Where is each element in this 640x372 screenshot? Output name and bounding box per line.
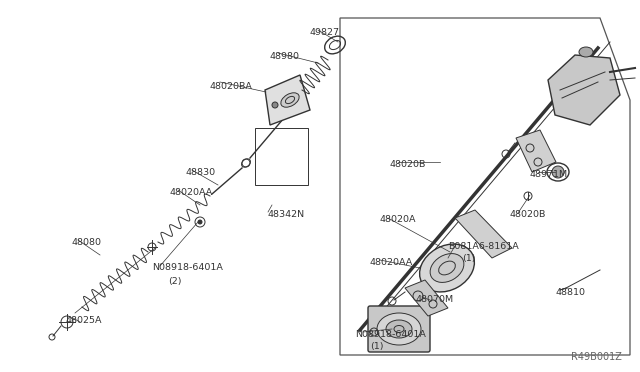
Text: N08918-6401A: N08918-6401A [152,263,223,272]
Ellipse shape [377,313,421,345]
Ellipse shape [281,93,299,107]
Text: R49B001Z: R49B001Z [571,352,622,362]
Text: 48810: 48810 [556,288,586,297]
Text: 49827: 49827 [310,28,340,37]
Text: (1): (1) [370,342,383,351]
Text: 48025A: 48025A [65,316,102,325]
Ellipse shape [386,320,412,338]
Circle shape [552,166,564,178]
Polygon shape [455,210,512,258]
Circle shape [272,102,278,108]
Text: 48830: 48830 [185,168,215,177]
Text: 48971M: 48971M [530,170,568,179]
Text: 48070M: 48070M [415,295,453,304]
Ellipse shape [579,47,593,57]
Text: N08918-6401A: N08918-6401A [355,330,426,339]
Circle shape [198,220,202,224]
Text: 48080: 48080 [72,238,102,247]
Polygon shape [516,130,556,172]
Text: 48020A: 48020A [380,215,417,224]
Text: (1): (1) [462,254,476,263]
Text: 48020BA: 48020BA [210,82,253,91]
Text: 48020B: 48020B [390,160,426,169]
Text: 48980: 48980 [270,52,300,61]
Text: 48020B: 48020B [510,210,547,219]
Text: 48342N: 48342N [268,210,305,219]
Text: B081A6-8161A: B081A6-8161A [448,242,519,251]
Polygon shape [548,55,620,125]
Text: 48020AA: 48020AA [370,258,413,267]
Polygon shape [265,75,310,125]
Ellipse shape [430,254,464,282]
FancyBboxPatch shape [368,306,430,352]
Text: (2): (2) [168,277,182,286]
Ellipse shape [420,244,474,292]
Text: 48020AA: 48020AA [170,188,213,197]
Polygon shape [405,280,448,316]
